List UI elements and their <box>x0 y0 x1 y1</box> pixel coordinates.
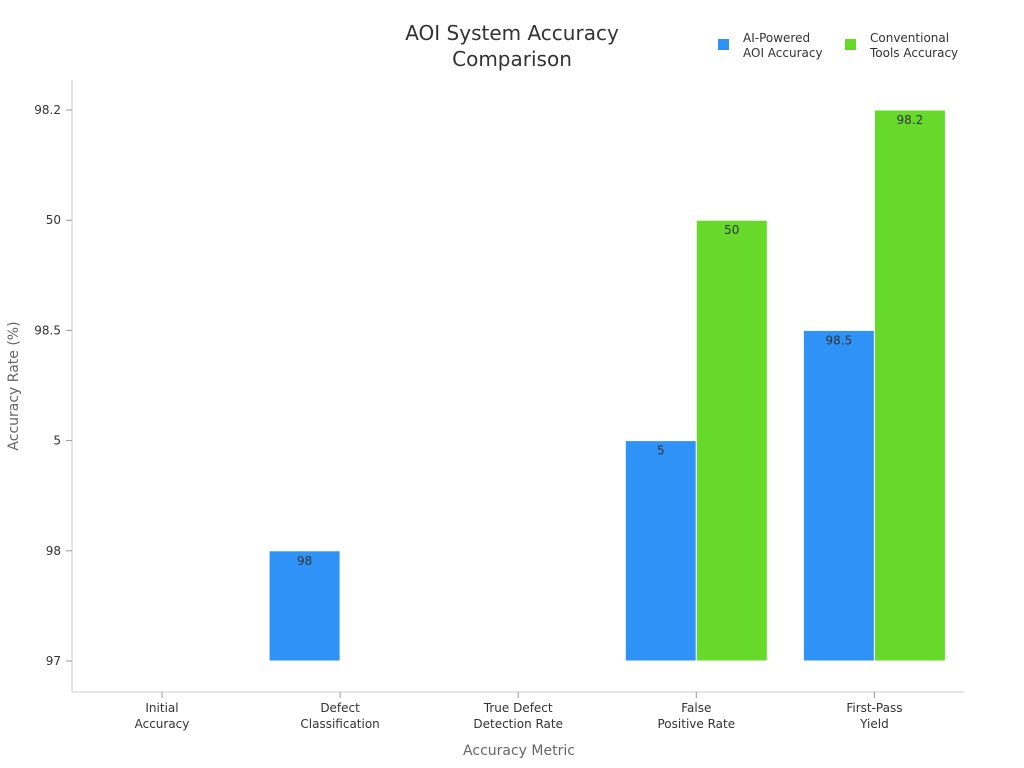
legend-swatch-conventional <box>845 39 856 50</box>
bar-series-1-cat-4 <box>873 109 946 662</box>
x-axis-ticks: Initial Accuracy Defect Classification True … <box>135 692 902 731</box>
bar-value-label: 5 <box>657 444 665 458</box>
bar-value-label: 50 <box>724 223 739 237</box>
legend-swatch-ai-powered <box>718 39 729 50</box>
y-tick-label: 98.2 <box>34 103 61 117</box>
legend: AI-Powered AOI Accuracy Conventional Too… <box>718 31 958 60</box>
bar-series-0-cat-4 <box>802 329 875 662</box>
bars: 98 5 98.5 50 98.2 <box>268 109 946 662</box>
legend-label-ai-powered-line-1: AI-Powered <box>743 31 810 45</box>
legend-label-ai-powered-line-2: AOI Accuracy <box>743 46 823 60</box>
y-axis-title: Accuracy Rate (%) <box>6 321 22 450</box>
x-tick-label: Detection Rate <box>473 717 563 731</box>
chart-title-line-1: AOI System Accuracy <box>405 21 619 45</box>
bar-value-label: 98 <box>297 554 312 568</box>
x-tick-label: Defect <box>320 701 360 715</box>
legend-label-conventional-line-1: Conventional <box>870 31 949 45</box>
bar-value-label: 98.5 <box>826 333 853 347</box>
x-axis-title: Accuracy Metric <box>463 743 575 759</box>
legend-label-conventional-line-2: Tools Accuracy <box>869 46 958 60</box>
bar-value-label: 98.2 <box>897 113 924 127</box>
x-tick-label: True Defect <box>483 701 553 715</box>
y-tick-label: 98.5 <box>34 323 61 337</box>
x-tick-label: Yield <box>859 717 889 731</box>
x-tick-label: Initial <box>145 701 178 715</box>
y-tick-label: 98 <box>46 544 61 558</box>
bar-series-0-cat-1 <box>268 550 341 662</box>
y-tick-label: 97 <box>46 654 61 668</box>
chart-title-line-2: Comparison <box>452 47 572 71</box>
x-tick-label: Positive Rate <box>658 717 736 731</box>
x-tick-label: Classification <box>300 717 379 731</box>
y-tick-label: 5 <box>53 434 61 448</box>
y-axis-ticks: 97 98 5 98.5 50 98.2 <box>34 103 72 668</box>
x-tick-label: Accuracy <box>135 717 190 731</box>
x-tick-label: First-Pass <box>846 701 902 715</box>
x-tick-label: False <box>681 701 711 715</box>
bar-series-0-cat-3 <box>624 440 697 662</box>
y-tick-label: 50 <box>46 213 61 227</box>
bar-series-1-cat-3 <box>695 219 768 662</box>
